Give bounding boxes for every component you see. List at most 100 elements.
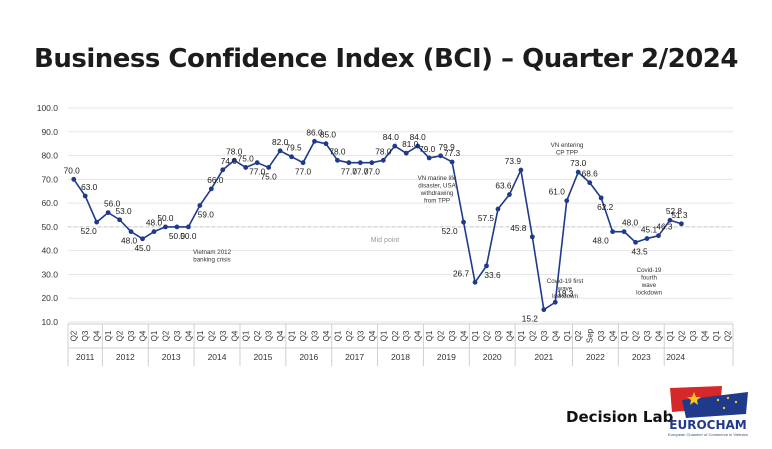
data-point xyxy=(529,234,535,240)
data-point xyxy=(518,167,524,173)
y-tick-label: 60.0 xyxy=(41,198,58,208)
x-tick-label: Q4 xyxy=(551,330,560,341)
data-label: 52.0 xyxy=(81,226,98,236)
data-point xyxy=(610,229,616,235)
x-tick-label: Q2 xyxy=(161,330,170,341)
data-point xyxy=(128,229,134,235)
data-label: 46.3 xyxy=(656,222,673,232)
x-tick-label: Q2 xyxy=(70,330,79,341)
annotation-text: withdrawing xyxy=(420,190,454,197)
data-label: 84.0 xyxy=(383,132,400,142)
eurocham-logo: EUROCHAM European Chamber of Commerce in… xyxy=(662,384,754,442)
data-label: 53.0 xyxy=(116,206,133,216)
data-label: 63.6 xyxy=(495,181,512,191)
data-point xyxy=(231,157,237,163)
y-tick-label: 50.0 xyxy=(41,222,58,232)
data-label: 77.0 xyxy=(364,167,381,177)
data-point xyxy=(117,217,122,223)
data-label: 18.3 xyxy=(557,288,574,298)
data-label: 48.0 xyxy=(121,236,138,246)
x-tick-label: Q1 xyxy=(620,330,629,341)
x-tick-label: Q1 xyxy=(517,330,526,341)
year-label: 2011 xyxy=(76,352,95,362)
data-point xyxy=(438,153,444,159)
data-label: 86.0 xyxy=(306,127,323,137)
x-tick-label: Q2 xyxy=(723,330,732,341)
data-label: 77.0 xyxy=(295,167,312,177)
decision-lab-brand: Decision Lab xyxy=(566,408,674,426)
x-tick-label: Q4 xyxy=(414,330,423,341)
data-point xyxy=(426,155,432,161)
data-label: 79.0 xyxy=(419,144,436,154)
x-tick-label: Q4 xyxy=(93,330,102,341)
x-tick-label: Q2 xyxy=(299,330,308,341)
y-tick-label: 10.0 xyxy=(41,317,58,327)
year-label: 2012 xyxy=(116,352,135,362)
data-point xyxy=(335,157,340,163)
x-tick-label: Q3 xyxy=(173,330,182,341)
x-tick-label: Q3 xyxy=(356,330,365,341)
x-tick-label: Q1 xyxy=(425,330,434,341)
data-point xyxy=(495,206,501,212)
x-tick-label: Q3 xyxy=(494,330,503,341)
data-label: 84.0 xyxy=(410,132,427,142)
year-label: 2016 xyxy=(299,352,318,362)
data-point xyxy=(656,233,661,239)
data-point xyxy=(552,299,558,305)
data-point xyxy=(633,239,638,245)
data-point xyxy=(461,219,466,225)
data-label: 50.0 xyxy=(180,231,197,241)
x-tick-label: Q1 xyxy=(712,330,721,341)
year-label: 2014 xyxy=(208,352,227,362)
data-label: 82.0 xyxy=(272,137,289,147)
data-label: 45.8 xyxy=(510,223,527,233)
data-label: 73.0 xyxy=(570,158,587,168)
midpoint-label: Mid point xyxy=(371,237,399,244)
data-point xyxy=(254,160,260,166)
data-point xyxy=(621,229,627,235)
year-label: 2013 xyxy=(162,352,181,362)
data-point xyxy=(667,217,673,223)
x-tick-label: Q1 xyxy=(242,330,251,341)
x-tick-label: Q1 xyxy=(104,330,113,341)
chart-title: Business Confidence Index (BCI) – Quarte… xyxy=(34,44,738,74)
annotation-text: disaster, USA xyxy=(418,183,456,190)
data-label: 75.0 xyxy=(261,171,278,181)
data-point xyxy=(289,154,294,160)
x-tick-label: Q3 xyxy=(597,330,606,341)
year-label: 2022 xyxy=(586,352,605,362)
x-tick-label: Q2 xyxy=(253,330,262,341)
year-label: 2019 xyxy=(437,352,456,362)
data-point xyxy=(484,263,489,269)
x-tick-label: Q1 xyxy=(333,330,342,341)
data-label: 43.5 xyxy=(631,246,648,256)
data-point xyxy=(266,165,272,170)
data-label: 79.9 xyxy=(439,142,456,152)
data-point xyxy=(369,160,375,166)
data-point xyxy=(208,186,214,192)
annotation-text: fourth xyxy=(641,275,657,282)
x-tick-label: Q3 xyxy=(689,330,698,341)
x-tick-label: Q1 xyxy=(563,330,572,341)
data-point xyxy=(105,210,111,216)
x-tick-label: Q4 xyxy=(700,330,709,341)
annotation-text: lockdown xyxy=(636,290,662,297)
data-label: 85.0 xyxy=(320,130,337,140)
eurocham-subtitle: European Chamber of Commerce in Vietnam xyxy=(668,432,748,437)
data-point xyxy=(541,307,547,313)
data-point xyxy=(598,195,604,201)
data-point xyxy=(197,203,203,208)
x-tick-label: Q2 xyxy=(207,330,216,341)
data-label: 15.2 xyxy=(522,314,539,324)
data-label: 77.0 xyxy=(249,167,266,177)
data-point xyxy=(277,148,283,154)
year-label: 2020 xyxy=(483,352,502,362)
annotation-text: Vietnam 2012 xyxy=(193,249,232,256)
data-label: 77.3 xyxy=(444,148,461,158)
x-tick-label: Q3 xyxy=(448,330,457,341)
x-tick-label: Q4 xyxy=(139,330,148,341)
data-label: 68.6 xyxy=(582,169,599,179)
data-label: 33.6 xyxy=(484,270,501,280)
data-label: 48.0 xyxy=(593,236,610,246)
